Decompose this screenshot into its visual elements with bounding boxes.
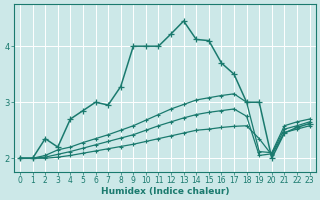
X-axis label: Humidex (Indice chaleur): Humidex (Indice chaleur) — [100, 187, 229, 196]
